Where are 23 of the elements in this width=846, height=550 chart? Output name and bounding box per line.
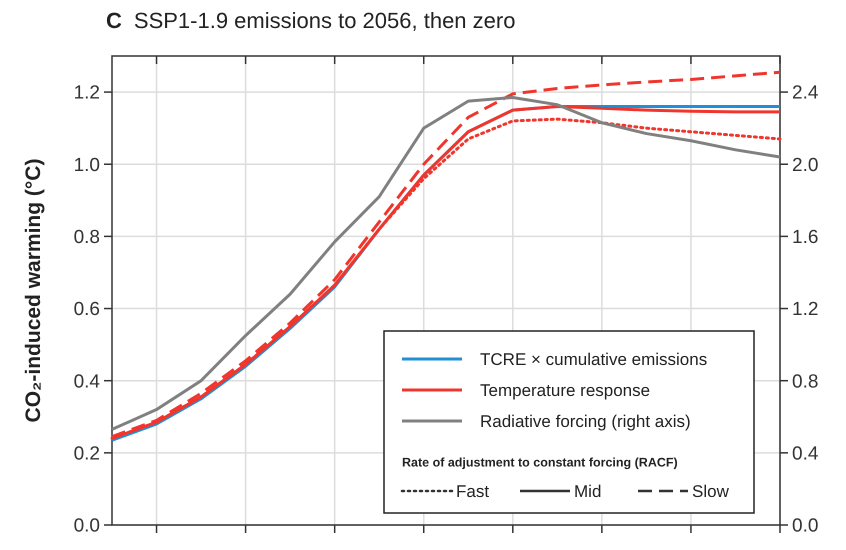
- y-tick-label: 1.0: [74, 154, 100, 176]
- y2-tick-label: 0.4: [792, 443, 819, 464]
- chart-title: C SSP1-1.9 emissions to 2056, then zero: [106, 8, 516, 33]
- y-tick-label: 0.2: [74, 443, 100, 464]
- y-axis-title: CO₂-induced warming (°C): [22, 158, 45, 422]
- y-tick-label: 0.6: [74, 299, 100, 320]
- y2-tick-label: 0.8: [792, 371, 818, 392]
- legend-title: Rate of adjustment to constant forcing (RACF): [402, 455, 678, 470]
- y-tick-label: 0.4: [74, 371, 100, 392]
- annotation: Mid: [574, 482, 602, 501]
- y2-tick-label: 0.0: [792, 516, 818, 537]
- legend-label: Temperature response: [480, 380, 650, 400]
- y-tick-label: 0.0: [74, 516, 100, 537]
- legend-label: Radiative forcing (right axis): [480, 412, 691, 431]
- legend-label: TCRE × cumulative emissions: [480, 350, 708, 369]
- y2-tick-label: 1.6: [792, 227, 818, 248]
- annotation: Fast: [456, 482, 490, 501]
- y-tick-label: 0.8: [74, 227, 100, 248]
- annotation: Slow: [692, 482, 730, 501]
- y2-tick-label: 1.2: [792, 299, 818, 320]
- y-tick-label: 1.2: [74, 82, 100, 104]
- y2-tick-label: 2.0: [792, 154, 818, 176]
- y2-tick-label: 2.4: [792, 82, 819, 104]
